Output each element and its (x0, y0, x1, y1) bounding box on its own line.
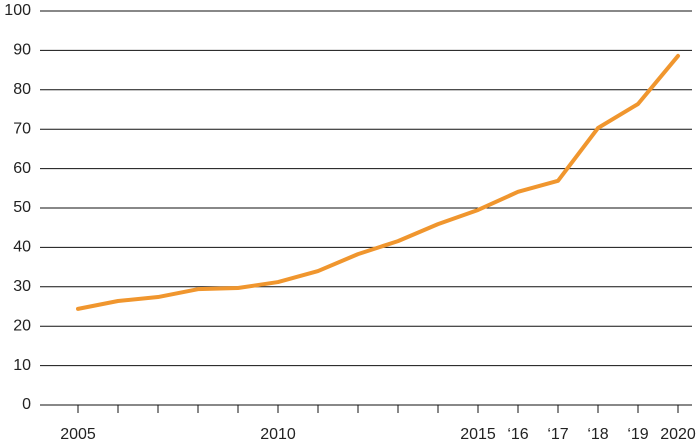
y-tick-label: 0 (22, 396, 31, 413)
y-tick-label: 20 (13, 317, 31, 334)
x-tick-label: 2020 (660, 426, 696, 443)
x-tick-label: ‘19 (627, 426, 648, 443)
y-tick-label: 10 (13, 357, 31, 374)
x-tick-label: ‘17 (547, 426, 568, 443)
y-tick-label: 70 (13, 120, 31, 137)
y-tick-label: 90 (13, 42, 31, 59)
y-tick-label: 60 (13, 160, 31, 177)
x-tick-label: 2010 (260, 426, 296, 443)
y-tick-label: 40 (13, 239, 31, 256)
x-tick-label: ‘16 (507, 426, 528, 443)
y-tick-label: 80 (13, 81, 31, 98)
y-tick-label: 100 (4, 2, 31, 19)
x-tick-label: 2015 (460, 426, 496, 443)
y-tick-label: 30 (13, 278, 31, 295)
x-tick-label: ‘18 (587, 426, 608, 443)
x-tick-label: 2005 (60, 426, 96, 443)
y-tick-label: 50 (13, 199, 31, 216)
line (76, 53, 680, 311)
